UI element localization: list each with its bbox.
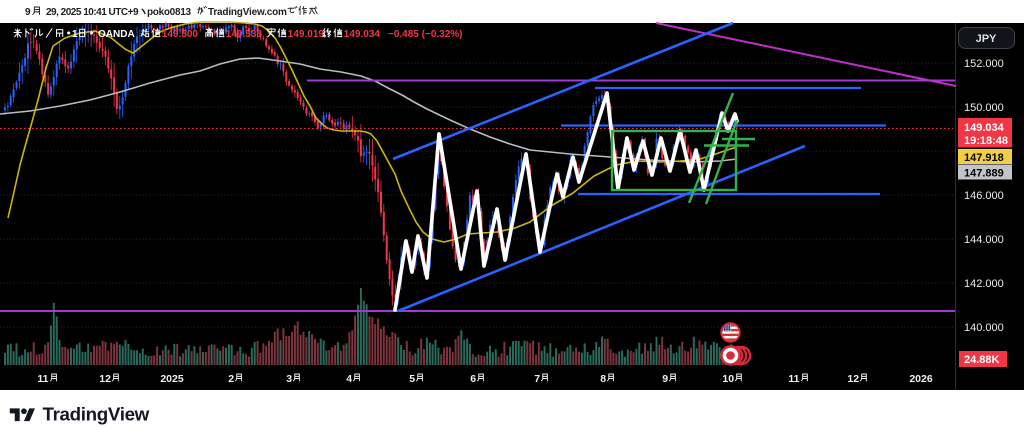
svg-text:9: 9 (662, 373, 668, 385)
svg-text:150.000: 150.000 (964, 102, 1004, 114)
svg-text:8: 8 (600, 373, 606, 385)
svg-text:3: 3 (286, 373, 292, 385)
svg-text:11: 11 (788, 373, 799, 385)
svg-text:9: 9 (25, 7, 31, 18)
svg-text:OANDA: OANDA (98, 29, 135, 40)
svg-text:6: 6 (470, 373, 476, 385)
svg-text:12: 12 (99, 373, 111, 385)
svg-text:TradingView: TradingView (43, 404, 150, 425)
svg-text:144.000: 144.000 (964, 234, 1004, 246)
svg-text:12: 12 (847, 373, 859, 385)
svg-text:TradingView.com: TradingView.com (208, 7, 287, 18)
svg-text:149.538: 149.538 (226, 29, 263, 40)
svg-text:24.88K: 24.88K (964, 354, 1000, 366)
svg-text:149.034: 149.034 (344, 29, 381, 40)
svg-text:2025: 2025 (160, 373, 184, 385)
svg-text:146.000: 146.000 (964, 190, 1004, 202)
svg-text:2: 2 (228, 373, 234, 385)
svg-text:152.000: 152.000 (964, 58, 1004, 70)
svg-text:147.889: 147.889 (964, 168, 1004, 180)
svg-text:4: 4 (346, 373, 352, 385)
svg-text:JPY: JPY (976, 33, 997, 45)
svg-text:5: 5 (409, 373, 415, 385)
svg-text:29, 2025 10:41 UTC+9: 29, 2025 10:41 UTC+9 (46, 7, 139, 18)
svg-text:2026: 2026 (909, 373, 933, 385)
svg-text:19:18:48: 19:18:48 (964, 135, 1008, 147)
svg-text:147.918: 147.918 (964, 152, 1004, 164)
svg-text:10: 10 (722, 373, 734, 385)
svg-text:149.019: 149.019 (288, 29, 325, 40)
svg-text:149.034: 149.034 (964, 122, 1005, 134)
svg-text:1: 1 (72, 29, 78, 40)
svg-text:−0.485 (−0.32%): −0.485 (−0.32%) (388, 29, 463, 40)
svg-text:poko0813: poko0813 (147, 7, 191, 18)
svg-text:149.500: 149.500 (162, 29, 199, 40)
svg-text:11: 11 (37, 373, 48, 385)
svg-text:140.000: 140.000 (964, 322, 1004, 334)
svg-text:7: 7 (534, 373, 540, 385)
svg-text:142.000: 142.000 (964, 278, 1004, 290)
